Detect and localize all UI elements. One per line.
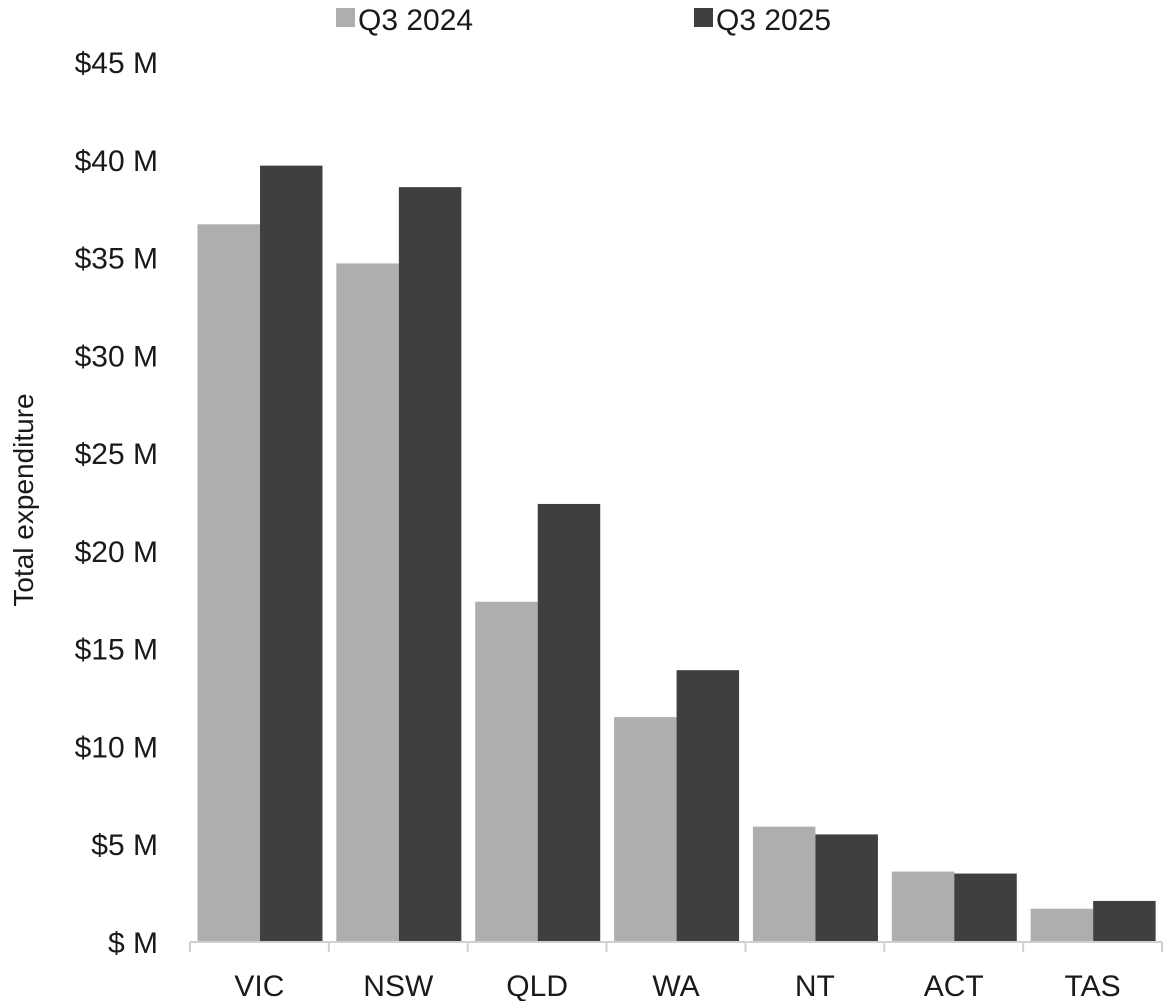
- x-tick-label: QLD: [506, 970, 568, 1001]
- legend-swatch: [694, 8, 713, 27]
- bar-q3-2025-act: [954, 873, 1017, 942]
- y-tick-label: $35 M: [75, 243, 158, 276]
- bars: [197, 165, 1156, 943]
- bar-q3-2025-nsw: [398, 187, 462, 943]
- bar-q3-2024-nt: [752, 826, 816, 942]
- x-tick-label: ACT: [924, 970, 984, 1001]
- bar-q3-2024-tas: [1030, 908, 1094, 942]
- bar-q3-2025-tas: [1093, 900, 1156, 942]
- bar-q3-2024-wa: [614, 717, 677, 942]
- y-tick-label: $5 M: [91, 829, 158, 862]
- bar-q3-2025-nt: [815, 834, 878, 942]
- y-tick-label: $40 M: [75, 145, 158, 178]
- legend-label: Q3 2025: [716, 4, 831, 37]
- y-axis-label: Total expenditure: [8, 393, 39, 606]
- bar-q3-2024-act: [891, 871, 955, 942]
- x-tick-label: WA: [652, 970, 699, 1001]
- y-tick-label: $ M: [108, 927, 158, 960]
- bar-q3-2024-qld: [475, 601, 538, 942]
- y-tick-label: $20 M: [75, 536, 158, 569]
- x-tick-label: TAS: [1065, 970, 1121, 1001]
- bar-q3-2025-qld: [537, 503, 601, 942]
- y-axis: $ M $5 M $10 M $15 M $20 M $25 M $30 M $35 M $40…: [75, 47, 158, 960]
- legend-label: Q3 2024: [358, 4, 473, 37]
- legend-swatch: [336, 8, 355, 27]
- legend: Q3 2024 Q3 2025: [336, 4, 831, 37]
- bar-q3-2025-wa: [676, 670, 740, 942]
- y-tick-label: $10 M: [75, 731, 158, 764]
- bar-q3-2024-vic: [197, 224, 260, 943]
- x-tick-label: VIC: [234, 970, 284, 1001]
- y-tick-label: $15 M: [75, 634, 158, 667]
- x-axis: VIC NSW QLD WA NT ACT TAS: [189, 942, 1163, 1001]
- bar-q3-2025-vic: [260, 165, 323, 943]
- bar-q3-2024-nsw: [336, 263, 399, 942]
- x-tick-label: NSW: [363, 970, 434, 1001]
- x-tick-label: NT: [795, 970, 835, 1001]
- y-tick-label: $30 M: [75, 340, 158, 373]
- y-tick-label: $45 M: [75, 47, 158, 80]
- y-tick-label: $25 M: [75, 438, 158, 471]
